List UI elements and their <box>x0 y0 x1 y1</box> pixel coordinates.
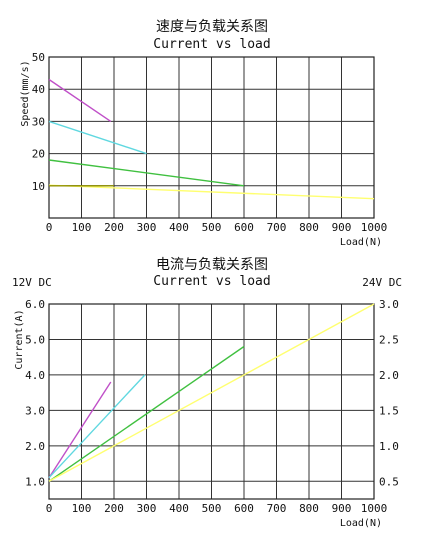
chart2-y-tick-label: 4.0 <box>25 369 45 382</box>
chart2-right-header: 24V DC <box>362 276 402 289</box>
chart2-y-tick-label: 1.0 <box>25 475 45 488</box>
chart1-y-tick-label: 30 <box>32 115 45 128</box>
chart2-series-0-line <box>48 381 112 479</box>
chart2-x-tick-label: 500 <box>202 502 222 515</box>
chart2-x-tick-label: 600 <box>234 502 254 515</box>
chart1-y-tick-label: 40 <box>32 83 45 96</box>
chart1-title: 速度与负载关系图 <box>156 19 268 35</box>
chart2-title: 电流与负载关系图 <box>156 257 268 273</box>
chart1-plot: 0 100 200 300 400 500 600 700 800 900 1000 10 20 30 40… <box>20 51 387 248</box>
chart1-x-tick-label: 800 <box>299 221 319 234</box>
chart1-series-2-line <box>48 159 245 187</box>
chart1-subtitle: Current vs load <box>153 37 270 52</box>
chart1-series-0-line <box>48 78 112 122</box>
chart1-ylabel: Speed(mm/s) <box>20 60 31 126</box>
chart2-x-tick-label: 100 <box>72 502 92 515</box>
chart2-y2-tick-label: 1.5 <box>379 404 399 417</box>
chart1-x-tick-label: 500 <box>202 221 222 234</box>
chart2-x-tick-label: 700 <box>267 502 287 515</box>
chart2-ylabel: Current(A) <box>14 309 25 369</box>
chart2-y2-tick-label: 3.0 <box>379 298 399 311</box>
chart2-series-3-line <box>48 303 375 482</box>
chart2-y2-tick-label: 2.5 <box>379 333 399 346</box>
chart1-x-tick-label: 300 <box>137 221 157 234</box>
chart2-y2-tick-label: 0.5 <box>379 475 399 488</box>
chart2-y2-tick-label: 1.0 <box>379 440 399 453</box>
chart1-xlabel: Load(N) <box>340 237 382 248</box>
chart2-x-tick-label: 900 <box>332 502 352 515</box>
chart2-subtitle: Current vs load <box>153 274 270 289</box>
chart1-x-tick-label: 900 <box>332 221 352 234</box>
chart2-series-2-line <box>48 345 245 482</box>
chart2-series-1-line <box>48 374 146 479</box>
chart2-x-tick-label: 300 <box>137 502 157 515</box>
chart1-x-tick-label: 400 <box>169 221 189 234</box>
chart1-y-tick-label: 20 <box>32 148 45 161</box>
chart1-series-1-line <box>48 120 147 155</box>
chart2-x-tick-label: 1000 <box>361 502 388 515</box>
chart2-left-header: 12V DC <box>12 276 52 289</box>
chart1-x-tick-label: 100 <box>72 221 92 234</box>
chart1-y-tick-label: 10 <box>32 180 45 193</box>
chart2-y-tick-label: 5.0 <box>25 333 45 346</box>
chart2-xlabel: Load(N) <box>340 518 382 529</box>
chart1-x-tick-label: 0 <box>46 221 53 234</box>
chart1-series-3-line <box>48 184 375 200</box>
chart1-x-tick-label: 1000 <box>361 221 388 234</box>
chart1-x-tick-label: 700 <box>267 221 287 234</box>
chart2-y-tick-label: 3.0 <box>25 404 45 417</box>
chart2-x-tick-label: 400 <box>169 502 189 515</box>
chart2-x-tick-label: 200 <box>104 502 124 515</box>
chart2-y2-tick-label: 2.0 <box>379 369 399 382</box>
chart1-frame <box>48 56 375 219</box>
chart2-x-tick-label: 800 <box>299 502 319 515</box>
chart2-x-tick-label: 0 <box>46 502 53 515</box>
chart1-x-tick-label: 600 <box>234 221 254 234</box>
chart2-plot: 0 100 200 300 400 500 600 700 800 900 1000 1.0 2.0 3.… <box>14 298 399 529</box>
chart1-x-tick-label: 200 <box>104 221 124 234</box>
chart1-y-tick-label: 50 <box>32 51 45 64</box>
chart2-frame <box>48 303 375 500</box>
chart2-y-tick-label: 6.0 <box>25 298 45 311</box>
chart2-y-tick-label: 2.0 <box>25 440 45 453</box>
